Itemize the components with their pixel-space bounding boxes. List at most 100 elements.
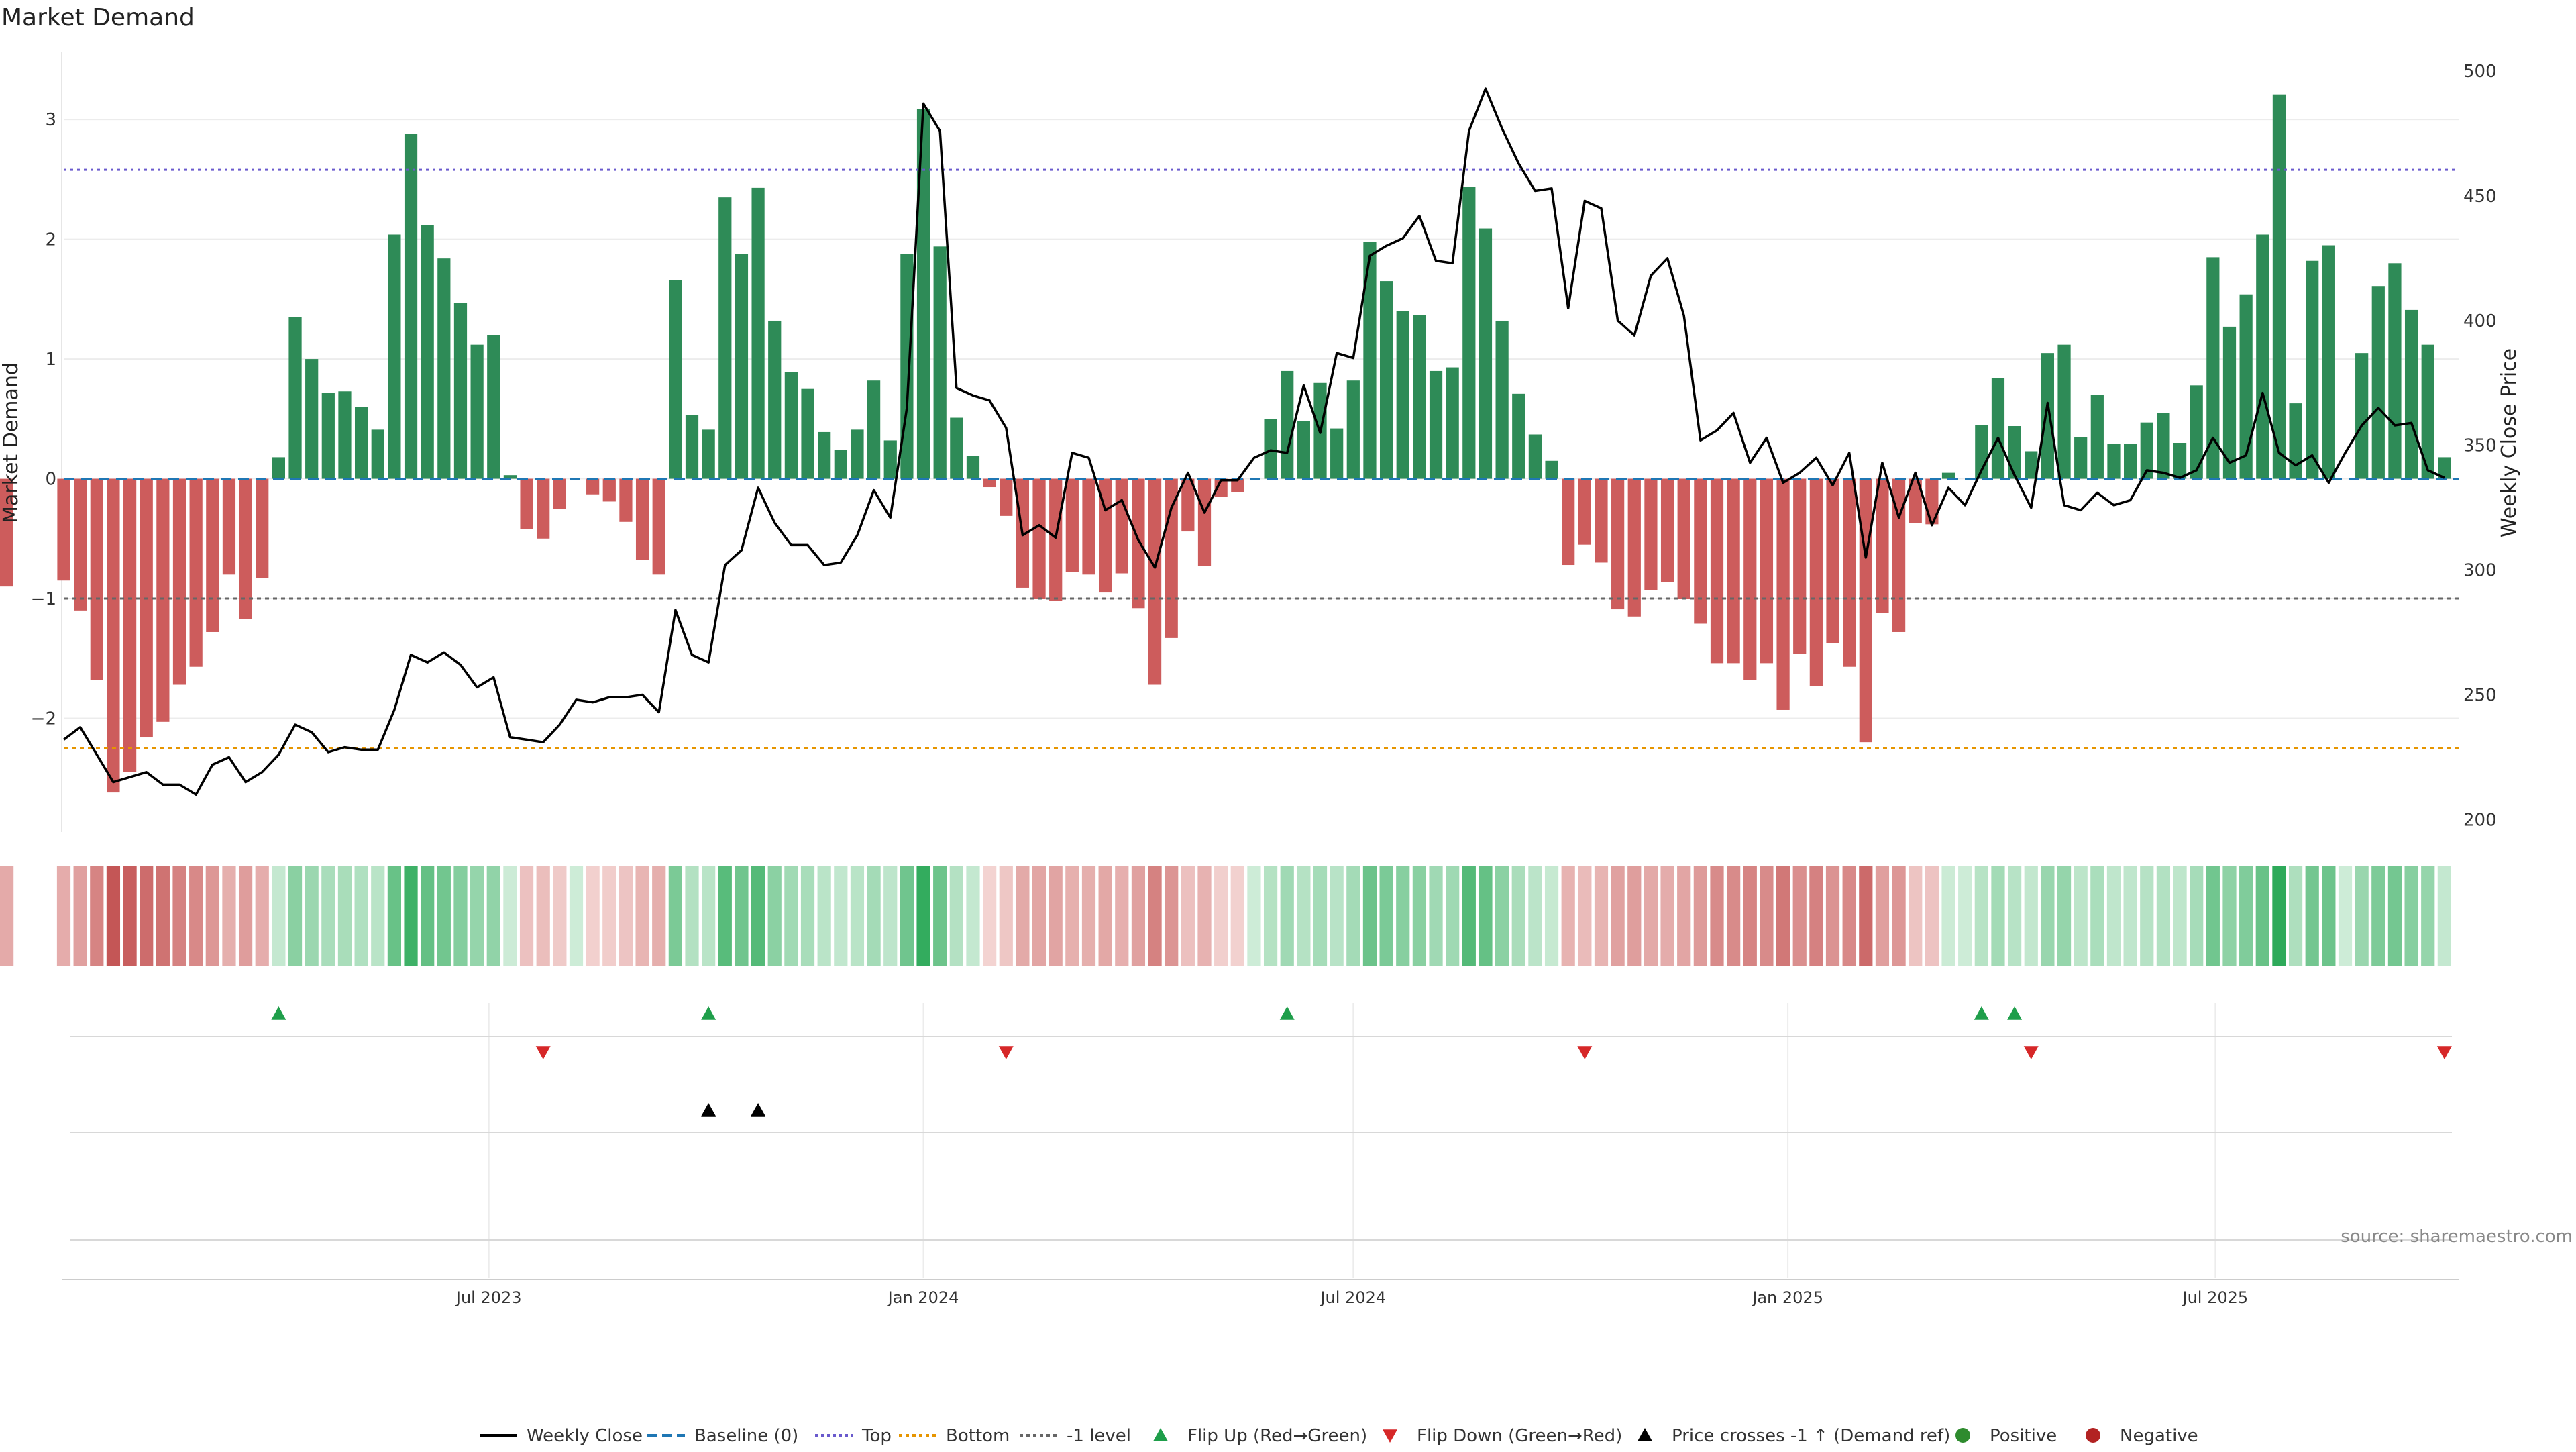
strip-cell (1330, 866, 1344, 966)
price-line-group (62, 87, 2445, 796)
strip-cell (470, 866, 484, 966)
demand-bar-negative (1000, 478, 1013, 516)
demand-bar-negative (172, 478, 186, 685)
strip-cell (1958, 866, 1972, 966)
intensity-strip (0, 866, 2451, 966)
strip-cell (1909, 866, 1923, 966)
x-tick-label: Jul 2025 (2182, 1288, 2249, 1307)
strip-cell (1165, 866, 1179, 966)
strip-cell (437, 866, 451, 966)
demand-bar-negative (1727, 478, 1740, 664)
strip-cell (619, 866, 633, 966)
legend-item-bottom: Bottom (899, 1426, 1010, 1446)
legend-label: Flip Up (Red→Green) (1187, 1426, 1367, 1446)
strip-cell (1925, 866, 1939, 966)
demand-bar-positive (487, 335, 500, 479)
strip-cell (652, 866, 666, 966)
strip-cell (205, 866, 219, 966)
demand-bar-positive (2140, 422, 2153, 479)
demand-bar-negative (1214, 478, 1228, 497)
demand-bar-positive (2438, 457, 2451, 479)
demand-bar-positive (1991, 378, 2005, 479)
demand-bar-positive (818, 431, 831, 479)
strip-cell (1197, 866, 1212, 966)
strip-cell (156, 866, 170, 966)
strip-cell (1561, 866, 1575, 966)
demand-bar-negative (1115, 478, 1128, 574)
demand-bar-negative (123, 478, 137, 772)
demand-bar-positive (834, 450, 847, 479)
y2-tick-label: 450 (2463, 187, 2497, 207)
demand-bar-positive (1429, 370, 1443, 479)
strip-cell (238, 866, 253, 966)
strip-cell (2338, 866, 2353, 966)
strip-cell (1032, 866, 1046, 966)
y2-tick-label: 250 (2463, 686, 2497, 706)
demand-bar-negative (1694, 478, 1707, 624)
demand-bar-positive (669, 280, 682, 479)
demand-bar-positive (751, 187, 765, 479)
x-tick-label: Jul 2024 (1319, 1288, 1386, 1307)
demand-bar-positive (2404, 309, 2418, 479)
demand-bar-positive (470, 344, 484, 479)
strip-cell (1247, 866, 1261, 966)
strip-cell (2140, 866, 2154, 966)
demand-bar-positive (2173, 443, 2187, 479)
strip-cell (73, 866, 87, 966)
demand-bar-negative (1595, 478, 1608, 563)
strip-cell (2255, 866, 2269, 966)
demand-bar-negative (1793, 478, 1807, 654)
demand-bar-negative (537, 478, 550, 539)
flip-down-marker (2436, 1046, 2452, 1059)
demand-bar-positive (272, 457, 285, 479)
strip-cell (1627, 866, 1642, 966)
strip-cell (1594, 866, 1609, 966)
demand-bar-negative (1165, 478, 1178, 638)
strip-cell (983, 866, 997, 966)
strip-cell (685, 866, 699, 966)
demand-bar-negative (1132, 478, 1145, 609)
legend-item-cross: Price crosses -1 ↑ (Demand ref) (1638, 1426, 1950, 1446)
x-tick-label: Jan 2025 (1751, 1288, 1823, 1307)
demand-bar-negative (1859, 478, 1872, 743)
strip-cell (1346, 866, 1360, 966)
strip-cell (387, 866, 402, 966)
legend-swatch (1383, 1429, 1397, 1443)
strip-cell (1809, 866, 1823, 966)
strip-cell (1842, 866, 1856, 966)
demand-bar-positive (685, 415, 699, 479)
strip-cell (1131, 866, 1146, 966)
strip-cell (767, 866, 782, 966)
price-cross-marker (751, 1103, 766, 1117)
strip-cell (371, 866, 385, 966)
strip-cell (1379, 866, 1393, 966)
demand-bar-negative (1611, 478, 1625, 610)
demand-bar-positive (421, 225, 434, 479)
demand-bar-positive (883, 440, 897, 479)
demand-bar-negative (1562, 478, 1575, 566)
strip-cell (106, 866, 121, 966)
flip-down-marker (2023, 1046, 2039, 1059)
strip-cell (2206, 866, 2220, 966)
demand-bar-negative (0, 478, 13, 587)
demand-bar-positive (371, 429, 384, 479)
strip-cell (1776, 866, 1790, 966)
demand-bar-negative (553, 478, 566, 509)
legend-item-flip-down: Flip Down (Green→Red) (1383, 1426, 1622, 1446)
strip-cell (123, 866, 137, 966)
strip-cell (1611, 866, 1625, 966)
y2-tick-label: 400 (2463, 311, 2497, 331)
y-tick-label: 2 (45, 230, 56, 250)
demand-bar-negative (90, 478, 103, 680)
strip-cell (2041, 866, 2055, 966)
strip-cell (817, 866, 831, 966)
demand-bar-positive (966, 456, 980, 479)
legend-label: Positive (1990, 1426, 2057, 1446)
strip-cell (1578, 866, 1592, 966)
demand-bar-negative (1892, 478, 1906, 632)
demand-bar-negative (1231, 478, 1244, 492)
demand-bar-positive (933, 246, 947, 479)
strip-cell (1941, 866, 1955, 966)
demand-bar-positive (2025, 451, 2038, 479)
strip-cell (255, 866, 269, 966)
